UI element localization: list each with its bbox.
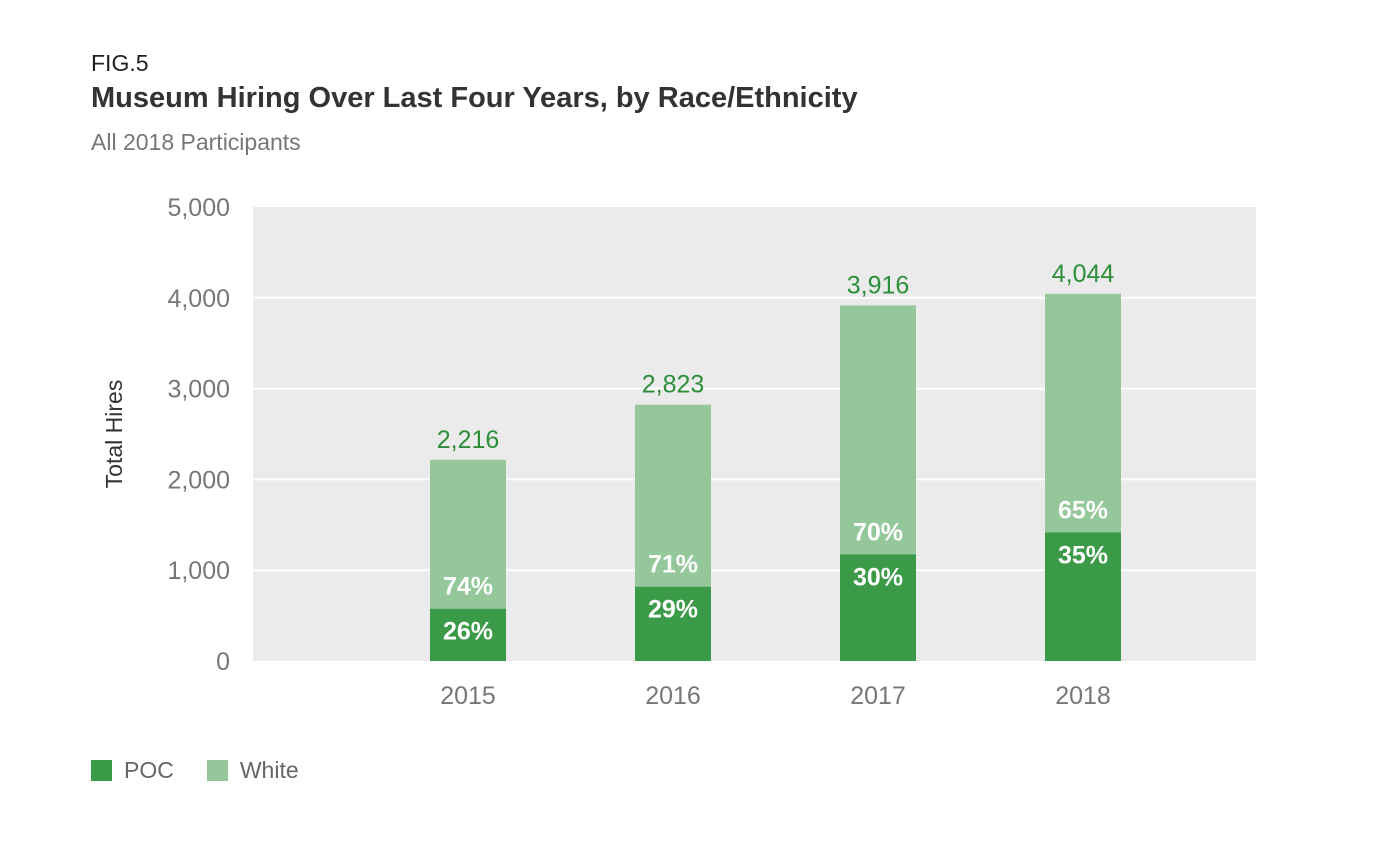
x-tick-label: 2016 [645,682,701,710]
total-label-2017: 3,916 [847,271,910,299]
legend-item-poc: POC [91,757,174,784]
y-axis-label: Total Hires [101,380,127,489]
white-percent-label-2017: 70% [853,518,903,546]
figure-label: FIG.5 [91,50,149,76]
y-tick-label: 5,000 [167,194,230,222]
bar-white-2018 [1045,293,1121,533]
y-tick-label: 3,000 [167,376,230,404]
total-label-2016: 2,823 [642,371,705,399]
total-label-2015: 2,216 [437,426,500,454]
legend-item-white: White [206,757,299,784]
bar-white-2015 [430,459,506,609]
bar-white-2016 [635,404,711,587]
x-tick-label: 2018 [1055,682,1111,710]
white-percent-label-2015: 74% [443,573,493,601]
poc-percent-label-2016: 29% [648,596,698,624]
y-tick-label: 4,000 [167,285,230,313]
bar-white-2017 [840,305,916,555]
y-tick-label: 1,000 [167,557,230,585]
total-label-2018: 4,044 [1052,260,1115,288]
legend-swatch-poc [91,760,112,781]
x-tick-label: 2015 [440,682,496,710]
legend-swatch-white [206,760,228,781]
poc-percent-label-2017: 30% [853,563,903,591]
white-percent-label-2016: 71% [648,551,698,579]
bar-poc-2017 [840,554,916,661]
y-tick-label: 0 [216,648,230,676]
y-tick-label: 2,000 [167,466,230,494]
bar-poc-2016 [635,586,711,661]
chart-subtitle: All 2018 Participants [91,129,301,155]
bar-poc-2018 [1045,532,1121,661]
x-tick-label: 2017 [850,682,906,710]
white-percent-label-2018: 65% [1058,496,1108,524]
legend-label-poc: POC [124,757,174,783]
bar-poc-2015 [430,608,506,661]
legend-label-white: White [239,757,299,783]
chart-title: Museum Hiring Over Last Four Years, by R… [91,82,858,114]
legend: POC White [91,757,332,784]
poc-percent-label-2018: 35% [1058,541,1108,569]
poc-percent-label-2015: 26% [443,618,493,646]
